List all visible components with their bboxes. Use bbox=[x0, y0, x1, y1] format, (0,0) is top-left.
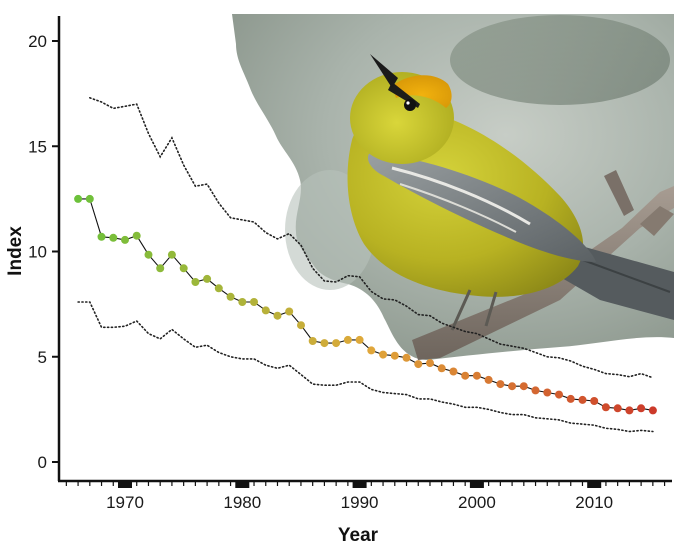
x-tick-label: 1990 bbox=[341, 493, 379, 512]
x-tick-label: 1980 bbox=[223, 493, 261, 512]
branch-twig bbox=[604, 170, 634, 216]
data-point bbox=[97, 232, 106, 241]
x-tick-label: 1970 bbox=[106, 493, 144, 512]
bird-beak bbox=[370, 54, 398, 88]
data-point bbox=[496, 380, 505, 389]
data-point bbox=[426, 359, 434, 368]
data-point bbox=[601, 403, 610, 412]
data-point bbox=[590, 397, 599, 405]
y-tick-label: 15 bbox=[28, 137, 47, 156]
foliage-blur bbox=[450, 15, 670, 105]
data-point bbox=[390, 351, 399, 360]
branch-twig-2 bbox=[640, 206, 674, 236]
data-point bbox=[402, 353, 411, 362]
confidence-interval-lines bbox=[77, 97, 654, 433]
data-point bbox=[74, 194, 83, 203]
y-tick-label: 0 bbox=[38, 453, 47, 472]
data-point bbox=[449, 367, 458, 376]
data-point bbox=[261, 306, 270, 315]
data-point bbox=[414, 360, 423, 369]
data-point bbox=[144, 250, 153, 259]
data-point bbox=[203, 274, 212, 283]
lower-ci-line bbox=[77, 301, 654, 433]
data-point bbox=[613, 404, 622, 413]
bird-wing bbox=[367, 152, 596, 262]
data-point bbox=[214, 284, 223, 293]
data-point bbox=[238, 298, 247, 306]
data-point bbox=[332, 339, 341, 348]
x-major-tick bbox=[118, 481, 132, 488]
data-point bbox=[132, 231, 141, 240]
data-point bbox=[285, 307, 294, 316]
data-point bbox=[85, 194, 94, 203]
data-point bbox=[648, 406, 657, 415]
data-point bbox=[320, 339, 329, 348]
y-axis-title: Index bbox=[5, 226, 26, 276]
data-point bbox=[297, 321, 305, 330]
data-point bbox=[543, 388, 552, 397]
data-point bbox=[250, 298, 258, 306]
data-point bbox=[121, 235, 129, 244]
wing-bar bbox=[391, 166, 531, 226]
data-point bbox=[625, 406, 634, 415]
bird-legs bbox=[450, 289, 498, 331]
data-point bbox=[508, 382, 517, 391]
x-major-tick bbox=[352, 481, 367, 488]
data-point bbox=[367, 346, 376, 355]
upper-ci-line bbox=[89, 97, 654, 379]
branch bbox=[412, 186, 674, 360]
data-point bbox=[555, 390, 563, 399]
data-point bbox=[484, 375, 493, 384]
data-point bbox=[226, 292, 235, 301]
y-tick-label: 10 bbox=[28, 243, 47, 262]
data-point bbox=[578, 395, 587, 404]
x-axis-title: Year bbox=[338, 525, 379, 546]
data-point bbox=[566, 394, 575, 403]
bird-crown bbox=[392, 75, 452, 108]
data-point bbox=[109, 233, 118, 242]
data-point bbox=[379, 350, 388, 359]
x-major-tick bbox=[587, 481, 602, 488]
data-point bbox=[519, 382, 528, 391]
x-tick-label: 2010 bbox=[575, 493, 613, 512]
data-point bbox=[637, 404, 646, 413]
bird-eye bbox=[404, 99, 416, 111]
eye-highlight bbox=[406, 101, 410, 105]
data-point bbox=[461, 371, 470, 380]
bird-photo bbox=[232, 14, 674, 360]
x-major-tick bbox=[469, 481, 484, 488]
x-major-tick bbox=[235, 481, 250, 488]
data-point bbox=[273, 311, 282, 320]
data-point bbox=[156, 264, 165, 273]
axes: 0 5 10 15 20 1970 1980 1990 2000 2010 bbox=[28, 16, 672, 512]
data-point bbox=[531, 386, 540, 395]
data-point bbox=[308, 337, 317, 345]
data-point bbox=[437, 364, 446, 373]
y-tick-label: 20 bbox=[28, 32, 47, 51]
data-point bbox=[355, 335, 364, 344]
trend-series bbox=[74, 194, 657, 415]
data-point bbox=[472, 371, 481, 380]
data-point bbox=[191, 278, 200, 286]
bird-tail-edge bbox=[571, 255, 671, 293]
data-point bbox=[179, 264, 188, 273]
y-tick-label: 5 bbox=[38, 348, 47, 367]
data-point bbox=[343, 335, 352, 344]
data-point bbox=[167, 250, 176, 259]
wing-bar-2 bbox=[399, 183, 517, 233]
x-tick-label: 2000 bbox=[458, 493, 496, 512]
